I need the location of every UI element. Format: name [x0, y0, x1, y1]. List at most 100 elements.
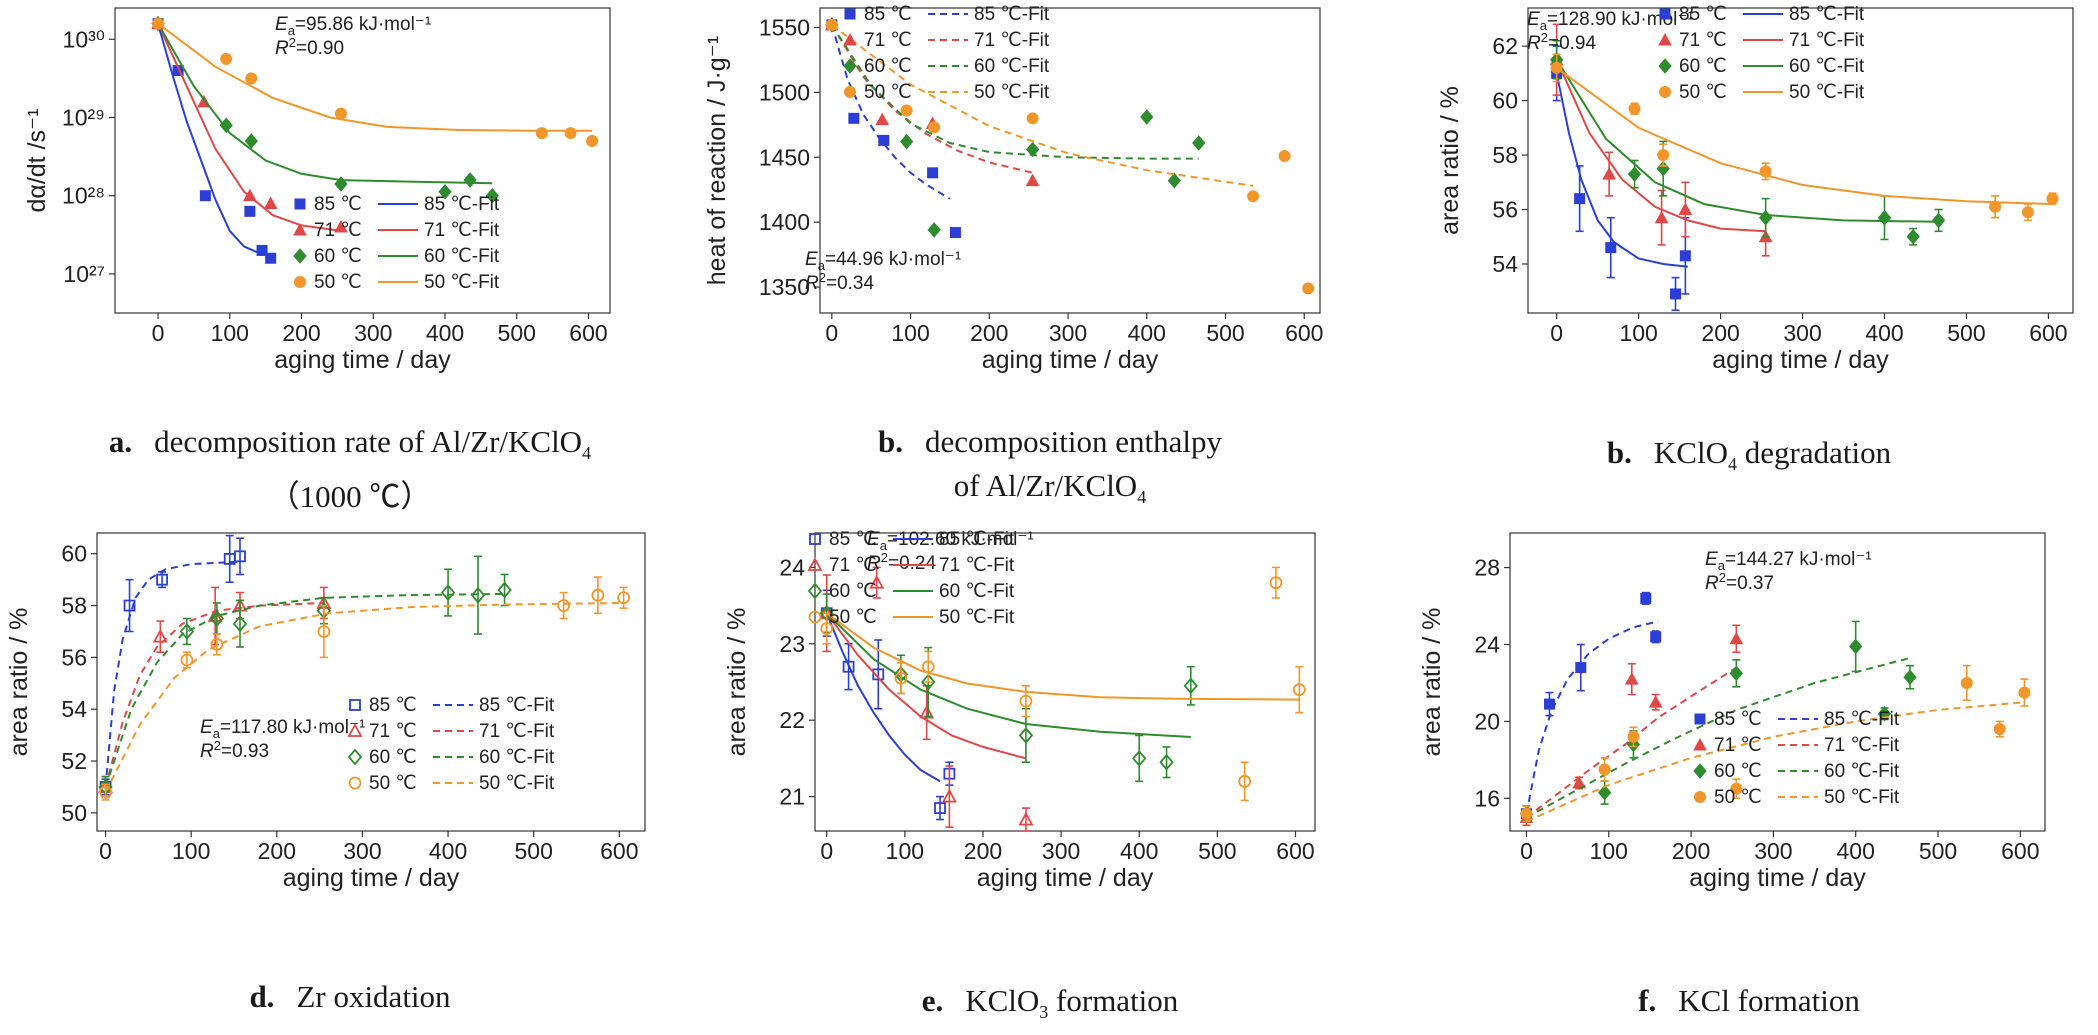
chart-e-ytick-label: 22	[779, 707, 805, 733]
chart-a-legend-label: 60 ℃	[314, 246, 362, 267]
caption-text: KClO	[965, 983, 1040, 1018]
chart-f-point-3	[1598, 763, 1611, 776]
chart-b2-plot-frame	[1527, 7, 2074, 314]
chart-e-fit-line-2	[826, 612, 1191, 738]
chart-d-ytick-label: 56	[61, 644, 87, 670]
chart-b2-ytick-label: 54	[1492, 251, 1518, 277]
chart-f-ytick-label: 20	[1474, 708, 1500, 734]
chart-f-ytick-label: 28	[1474, 555, 1500, 581]
chart-d-point-3	[317, 625, 331, 638]
chart-e-ytick-label: 24	[779, 554, 805, 580]
chart-e-error-bar	[1162, 746, 1171, 779]
chart-b1-ytick-label: 1450	[759, 144, 810, 170]
chart-a-xtick-label: 500	[498, 320, 536, 346]
chart-b2-legend-fit-label: 71 ℃-Fit	[1789, 30, 1865, 51]
chart-b2-legend-fit-label: 60 ℃-Fit	[1789, 56, 1865, 77]
chart-d-error-bar	[559, 591, 568, 620]
chart-e-svg: 0 100 200 300 400 500 600 21 22 23 24 aging time / …	[723, 529, 1316, 892]
caption-subscript: 4	[582, 443, 592, 464]
chart-b2-point-3	[1989, 200, 2002, 213]
chart-d-xtick-label: 300	[343, 838, 381, 864]
chart-a-point-2	[334, 176, 348, 192]
chart-d-error-bar	[593, 576, 602, 615]
chart-a-legend-label: 71 ℃	[314, 220, 362, 241]
caption-text-2: degradation	[1737, 435, 1892, 470]
chart-a-point-0	[256, 244, 268, 256]
chart-b1-ylabel: heat of reaction / J·g⁻¹	[703, 36, 731, 285]
chart-f-xtick-label: 400	[1837, 838, 1875, 864]
chart-f-legend-marker-0	[1694, 713, 1706, 725]
chart-b1-xtick-label: 500	[1206, 320, 1244, 346]
chart-a-plot-frame	[114, 7, 611, 314]
chart-a-xtick-label: 200	[282, 320, 320, 346]
chart-b1-point-2	[1025, 141, 1040, 158]
chart-e-plot-frame	[814, 532, 1316, 832]
chart-panel-f: 0 100 200 300 400 500 600 16 20 24 28 aging time / …	[1400, 525, 2098, 945]
chart-b2-xtick-label: 300	[1783, 320, 1821, 346]
chart-b2-point-3	[1759, 165, 1772, 178]
chart-d-ylabel: area ratio / %	[5, 608, 33, 757]
chart-a-legend-fit-label: 60 ℃-Fit	[424, 246, 500, 267]
chart-b1-legend-fit-label: 60 ℃-Fit	[974, 56, 1050, 77]
chart-b1-plot-frame	[819, 7, 1321, 314]
chart-e-xtick-label: 400	[1120, 838, 1158, 864]
chart-d-error-bar	[225, 534, 234, 584]
chart-e-xtick-label: 500	[1198, 838, 1236, 864]
chart-d-legend-label: 60 ℃	[369, 747, 417, 768]
chart-b1-xtick-label: 100	[891, 320, 929, 346]
chart-a-legend-label: 50 ℃	[314, 272, 362, 293]
chart-b1-point-0	[848, 112, 860, 124]
chart-b1-point-0	[949, 227, 961, 239]
chart-b2-annotation-ea: Ea=128.90 kJ·mol⁻¹	[1527, 9, 1694, 33]
chart-a-ytick-label: 10²⁷	[63, 261, 105, 287]
chart-e-error-bar	[924, 650, 933, 683]
chart-b2-fit-line-0	[1555, 73, 1688, 268]
caption-subscript: 4	[1137, 487, 1147, 508]
chart-panel-a: 0 100 200 300 400 500 600 10²⁷ 10²⁸ 10²⁹ 10³⁰ aging…	[0, 0, 690, 420]
chart-a-point-3	[586, 134, 599, 147]
chart-e-point-0	[842, 660, 855, 673]
chart-e-point-1	[1018, 811, 1034, 826]
chart-e-error-bar	[896, 662, 905, 695]
chart-a-legend-fit-label: 50 ℃-Fit	[424, 272, 500, 293]
chart-b1-legend-marker-0	[844, 8, 856, 20]
chart-f-legend-marker-3	[1694, 791, 1706, 803]
caption-line2: （1000 ℃）	[268, 479, 432, 515]
chart-a-point-0	[265, 252, 277, 264]
caption-subscript: 3	[1039, 1002, 1049, 1023]
caption-a: a. decomposition rate of Al/Zr/KClO4 （100…	[0, 420, 700, 519]
chart-f-fit-line-3	[1526, 701, 2025, 823]
chart-d-point-3	[180, 653, 194, 667]
chart-f-legend-fit-label: 85 ℃-Fit	[1824, 709, 1900, 730]
chart-d-legend-label: 85 ℃	[369, 695, 417, 716]
chart-d-error-bar	[235, 537, 244, 576]
chart-e-point-2	[1183, 677, 1198, 695]
chart-d-fit-line-2	[104, 592, 505, 788]
chart-b1-point-3	[1247, 190, 1260, 203]
chart-f-point-0	[1575, 662, 1587, 674]
chart-a-xtick-label: 600	[569, 320, 607, 346]
chart-b2-point-1	[1654, 210, 1669, 224]
chart-b1-legend-label: 85 ℃	[864, 4, 912, 25]
chart-e-point-0	[934, 802, 946, 814]
chart-a-fit-line-3	[157, 22, 593, 132]
chart-d-error-bar	[619, 586, 628, 609]
chart-b1-point-0	[878, 134, 890, 146]
chart-b2-point-2	[1627, 166, 1642, 182]
chart-e-point-3	[1238, 774, 1252, 788]
chart-a-point-3	[220, 52, 233, 65]
chart-d-annotation-r2: R2=0.93	[200, 738, 269, 762]
chart-d-legend-marker-1	[347, 723, 363, 737]
chart-d-legend-fit-label: 71 ℃-Fit	[479, 721, 555, 742]
chart-e-legend-marker-3	[808, 610, 822, 624]
chart-a-fit-line-1	[157, 23, 342, 232]
chart-d-error-bar	[500, 573, 509, 607]
chart-b2-legend-marker-1	[1658, 32, 1672, 46]
chart-b1-point-0	[927, 167, 939, 179]
chart-d-point-0	[156, 573, 168, 586]
chart-b1-ytick-label: 1550	[759, 14, 810, 40]
chart-d-xtick-label: 200	[258, 838, 296, 864]
chart-d-fit-line-3	[104, 602, 624, 793]
chart-b2-point-3	[1657, 149, 1670, 162]
chart-a-point-2	[485, 187, 500, 204]
